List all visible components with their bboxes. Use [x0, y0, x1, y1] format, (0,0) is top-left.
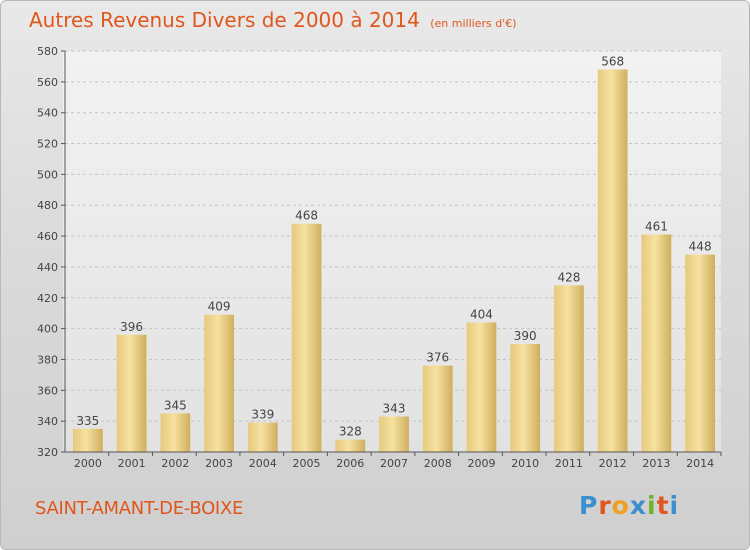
bar-value-label: 428: [557, 270, 580, 284]
bar-value-label: 328: [339, 425, 362, 439]
bar: [466, 322, 497, 452]
bar-value-label: 335: [76, 414, 99, 428]
bar: [641, 234, 672, 452]
y-tick-label: 440: [37, 261, 58, 274]
x-tick-label: 2012: [599, 457, 627, 470]
place-name: SAINT-AMANT-DE-BOIXE: [35, 498, 244, 519]
bar-value-label: 376: [426, 351, 449, 365]
bar-value-label: 448: [689, 240, 712, 254]
bar: [247, 422, 278, 452]
y-tick-label: 380: [37, 353, 58, 366]
bar-value-label: 568: [601, 55, 624, 69]
bar-value-label: 390: [514, 329, 537, 343]
bar: [685, 254, 716, 452]
y-tick-label: 540: [37, 107, 58, 120]
chart-title: Autres Revenus Divers de 2000 à 2014 (en…: [29, 8, 517, 32]
bar-value-label: 345: [164, 398, 187, 412]
bar: [160, 413, 191, 452]
logo-letter: i: [669, 491, 680, 520]
y-tick-label: 560: [37, 76, 58, 89]
x-tick-label: 2013: [642, 457, 670, 470]
x-tick-label: 2009: [467, 457, 495, 470]
bar: [204, 314, 234, 452]
bar-value-label: 343: [383, 402, 406, 416]
x-tick-label: 2000: [74, 457, 102, 470]
bar-value-label: 468: [295, 209, 318, 223]
x-tick-label: 2014: [686, 457, 714, 470]
y-tick-label: 580: [37, 45, 58, 58]
bar: [335, 439, 366, 452]
x-tick-label: 2006: [336, 457, 364, 470]
bar-value-label: 461: [645, 220, 668, 234]
logo-letter: o: [611, 491, 630, 520]
logo-letter: x: [629, 491, 647, 520]
x-tick-label: 2011: [555, 457, 583, 470]
chart-subtitle: (en milliers d'€): [430, 17, 517, 30]
bar-value-label: 396: [120, 320, 143, 334]
bar: [510, 344, 541, 452]
x-tick-label: 2004: [249, 457, 277, 470]
y-tick-label: 500: [37, 168, 58, 181]
bar-value-label: 404: [470, 307, 493, 321]
x-tick-label: 2010: [511, 457, 539, 470]
x-tick-label: 2002: [161, 457, 189, 470]
chart-title-text: Autres Revenus Divers de 2000 à 2014: [29, 8, 420, 32]
y-tick-label: 480: [37, 199, 58, 212]
x-tick-label: 2008: [424, 457, 452, 470]
x-tick-label: 2003: [205, 457, 233, 470]
logo-letter: P: [579, 491, 599, 520]
bar: [116, 334, 147, 452]
bar: [554, 285, 584, 452]
bar: [379, 416, 409, 452]
y-tick-label: 400: [37, 323, 58, 336]
bar: [422, 365, 453, 452]
bar-value-label: 409: [208, 300, 231, 314]
logo-letter: r: [598, 491, 612, 520]
y-tick-label: 460: [37, 230, 58, 243]
logo-letter: t: [656, 491, 670, 520]
y-tick-label: 360: [37, 384, 58, 397]
y-tick-label: 520: [37, 138, 58, 151]
y-tick-label: 320: [37, 446, 58, 459]
x-tick-label: 2007: [380, 457, 408, 470]
bar: [597, 69, 628, 452]
x-tick-label: 2001: [118, 457, 146, 470]
bar-value-label: 339: [251, 408, 274, 422]
logo-letter: i: [647, 491, 657, 520]
bars-group: 335 396 345 409 339 468 328 343 376 404 390 428 568 4…: [72, 55, 716, 452]
y-tick-label: 340: [37, 415, 58, 428]
axes-group: 320 340 360 380 400 420 440 460 480 500 520 540 560 5…: [37, 45, 722, 470]
bar: [291, 223, 322, 452]
x-tick-label: 2005: [293, 457, 321, 470]
bar: [72, 428, 103, 452]
proxiti-logo: Proxiti: [579, 491, 679, 520]
y-tick-label: 420: [37, 292, 58, 305]
